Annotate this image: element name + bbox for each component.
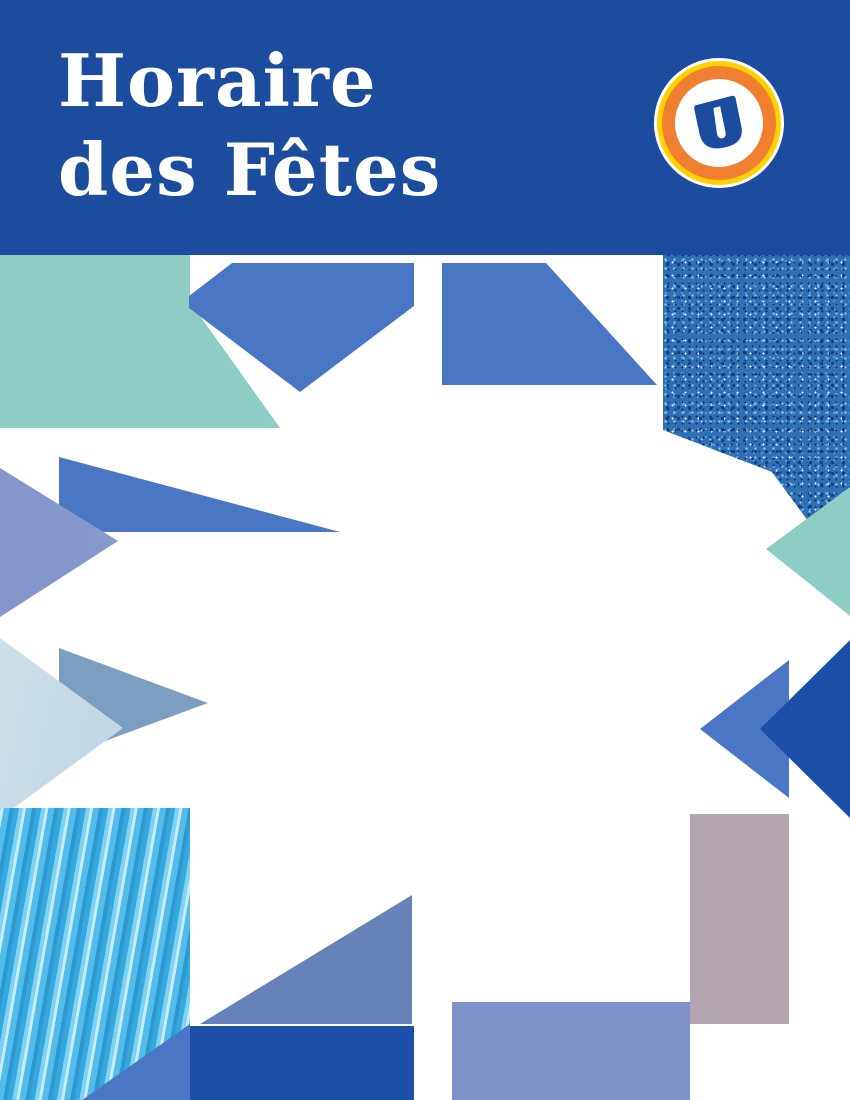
logo-u-icon bbox=[694, 95, 742, 149]
brand-logo bbox=[654, 58, 784, 188]
poster-title: Horaire des Fêtes bbox=[58, 36, 441, 214]
logo-ring-yellow bbox=[657, 61, 781, 185]
title-line1: Horaire bbox=[58, 38, 377, 123]
title-line2: des Fêtes bbox=[58, 127, 442, 212]
logo-face bbox=[675, 79, 763, 167]
logo-ring-orange bbox=[662, 66, 776, 180]
header: Horaire des Fêtes bbox=[0, 0, 850, 255]
